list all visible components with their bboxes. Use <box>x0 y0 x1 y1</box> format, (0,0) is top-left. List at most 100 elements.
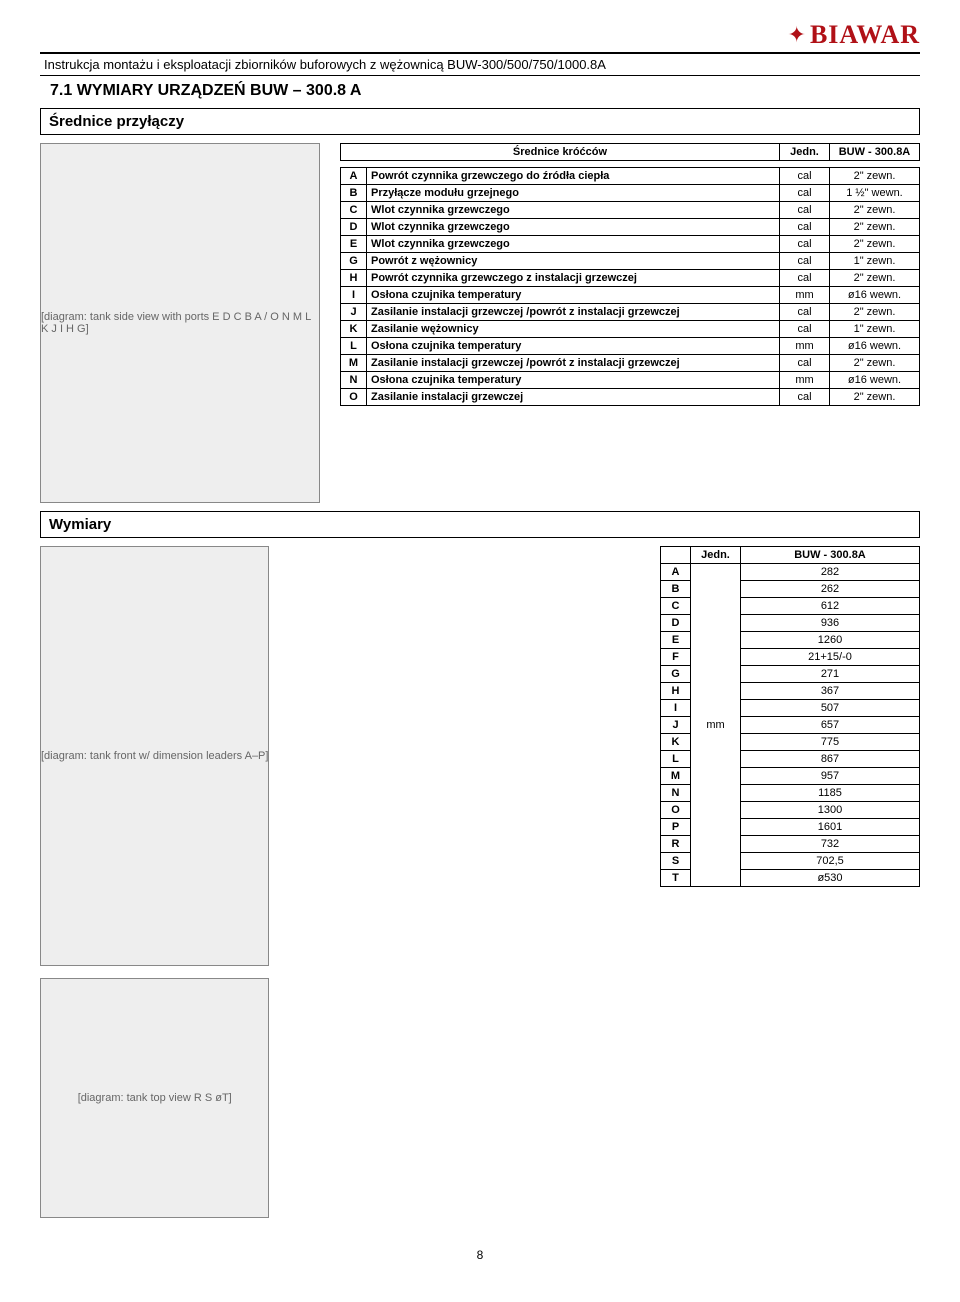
conn-table: APowrót czynnika grzewczego do źródła ci… <box>340 167 920 406</box>
dims-val: 775 <box>741 734 920 751</box>
dims-hdr-model: BUW - 300.8A <box>741 547 920 564</box>
subsection-connections: Średnice przyłączy <box>40 108 920 135</box>
section-title: 7.1 WYMIARY URZĄDZEŃ BUW – 300.8 A <box>50 82 920 100</box>
conn-desc: Powrót z wężownicy <box>367 253 780 270</box>
tank-front-diagram: [diagram: tank front w/ dimension leader… <box>40 546 269 966</box>
conn-desc: Zasilanie wężownicy <box>367 321 780 338</box>
conn-unit: cal <box>780 355 830 372</box>
conn-code: H <box>341 270 367 287</box>
conn-val: 1" zewn. <box>830 253 920 270</box>
conn-row: IOsłona czujnika temperaturymmø16 wewn. <box>341 287 920 304</box>
dims-code: G <box>661 666 691 683</box>
conn-unit: cal <box>780 321 830 338</box>
conn-code: J <box>341 304 367 321</box>
conn-desc: Zasilanie instalacji grzewczej /powrót z… <box>367 304 780 321</box>
conn-code: N <box>341 372 367 389</box>
dims-val: 282 <box>741 564 920 581</box>
conn-code: I <box>341 287 367 304</box>
conn-unit: cal <box>780 253 830 270</box>
dims-hdr-unit: Jedn. <box>691 547 741 564</box>
dims-val: 957 <box>741 768 920 785</box>
dims-code: R <box>661 836 691 853</box>
dims-val: 367 <box>741 683 920 700</box>
dims-hdr-blank <box>661 547 691 564</box>
dims-code: N <box>661 785 691 802</box>
tank-side-diagram: [diagram: tank side view with ports E D … <box>40 143 320 503</box>
conn-desc: Osłona czujnika temperatury <box>367 338 780 355</box>
conn-desc: Przyłącze modułu grzejnego <box>367 185 780 202</box>
conn-row: LOsłona czujnika temperaturymmø16 wewn. <box>341 338 920 355</box>
conn-desc: Wlot czynnika grzewczego <box>367 236 780 253</box>
dims-val: 1185 <box>741 785 920 802</box>
dims-val: ø530 <box>741 870 920 887</box>
conn-val: 1 ½" wewn. <box>830 185 920 202</box>
conn-desc: Zasilanie instalacji grzewczej /powrót z… <box>367 355 780 372</box>
conn-val: 2" zewn. <box>830 389 920 406</box>
conn-code: K <box>341 321 367 338</box>
dims-val: 732 <box>741 836 920 853</box>
conn-hdr-model: BUW - 300.8A <box>830 144 920 161</box>
dims-val: 867 <box>741 751 920 768</box>
dims-code: O <box>661 802 691 819</box>
dims-code: F <box>661 649 691 666</box>
conn-code: O <box>341 389 367 406</box>
conn-val: 2" zewn. <box>830 355 920 372</box>
conn-hdr-unit: Jedn. <box>780 144 830 161</box>
conn-val: 2" zewn. <box>830 202 920 219</box>
conn-desc: Osłona czujnika temperatury <box>367 372 780 389</box>
conn-val: 2" zewn. <box>830 270 920 287</box>
conn-val: ø16 wewn. <box>830 338 920 355</box>
conn-row: NOsłona czujnika temperaturymmø16 wewn. <box>341 372 920 389</box>
brand-name: BIAWAR <box>810 20 920 50</box>
conn-row: HPowrót czynnika grzewczego z instalacji… <box>341 270 920 287</box>
conn-desc: Powrót czynnika grzewczego do źródła cie… <box>367 168 780 185</box>
dims-val: 657 <box>741 717 920 734</box>
tank-top-diagram: [diagram: tank top view R S øT] <box>40 978 269 1218</box>
dims-val: 702,5 <box>741 853 920 870</box>
page-number: 8 <box>40 1248 920 1262</box>
conn-row: OZasilanie instalacji grzewczejcal2" zew… <box>341 389 920 406</box>
dims-val: 1300 <box>741 802 920 819</box>
conn-code: G <box>341 253 367 270</box>
dims-val: 507 <box>741 700 920 717</box>
conn-code: L <box>341 338 367 355</box>
brand-logo: ✦ BIAWAR <box>40 20 920 50</box>
conn-row: CWlot czynnika grzewczegocal2" zewn. <box>341 202 920 219</box>
conn-val: 2" zewn. <box>830 219 920 236</box>
conn-unit: cal <box>780 236 830 253</box>
conn-row: MZasilanie instalacji grzewczej /powrót … <box>341 355 920 372</box>
conn-val: 2" zewn. <box>830 304 920 321</box>
dims-code: K <box>661 734 691 751</box>
conn-hdr-label: Średnice króćców <box>341 144 780 161</box>
dims-code: J <box>661 717 691 734</box>
conn-val: 1" zewn. <box>830 321 920 338</box>
conn-unit: cal <box>780 304 830 321</box>
conn-desc: Wlot czynnika grzewczego <box>367 202 780 219</box>
dims-code: B <box>661 581 691 598</box>
dims-val: 1260 <box>741 632 920 649</box>
conn-desc: Osłona czujnika temperatury <box>367 287 780 304</box>
conn-unit: mm <box>780 287 830 304</box>
conn-code: D <box>341 219 367 236</box>
conn-val: 2" zewn. <box>830 168 920 185</box>
conn-code: M <box>341 355 367 372</box>
dims-table: Jedn.BUW - 300.8AAmm282B262C612D936E1260… <box>660 546 920 887</box>
conn-code: E <box>341 236 367 253</box>
conn-unit: cal <box>780 185 830 202</box>
dims-row: Amm282 <box>661 564 920 581</box>
dims-val: 612 <box>741 598 920 615</box>
conn-row: APowrót czynnika grzewczego do źródła ci… <box>341 168 920 185</box>
subsection-dimensions: Wymiary <box>40 511 920 538</box>
conn-row: DWlot czynnika grzewczegocal2" zewn. <box>341 219 920 236</box>
dims-code: L <box>661 751 691 768</box>
dims-val: 936 <box>741 615 920 632</box>
doc-header: Instrukcja montażu i eksploatacji zbiorn… <box>40 52 920 76</box>
dims-code: S <box>661 853 691 870</box>
conn-row: JZasilanie instalacji grzewczej /powrót … <box>341 304 920 321</box>
conn-unit: cal <box>780 270 830 287</box>
dims-code: T <box>661 870 691 887</box>
conn-desc: Powrót czynnika grzewczego z instalacji … <box>367 270 780 287</box>
dims-val: 262 <box>741 581 920 598</box>
dims-code: P <box>661 819 691 836</box>
conn-unit: cal <box>780 219 830 236</box>
